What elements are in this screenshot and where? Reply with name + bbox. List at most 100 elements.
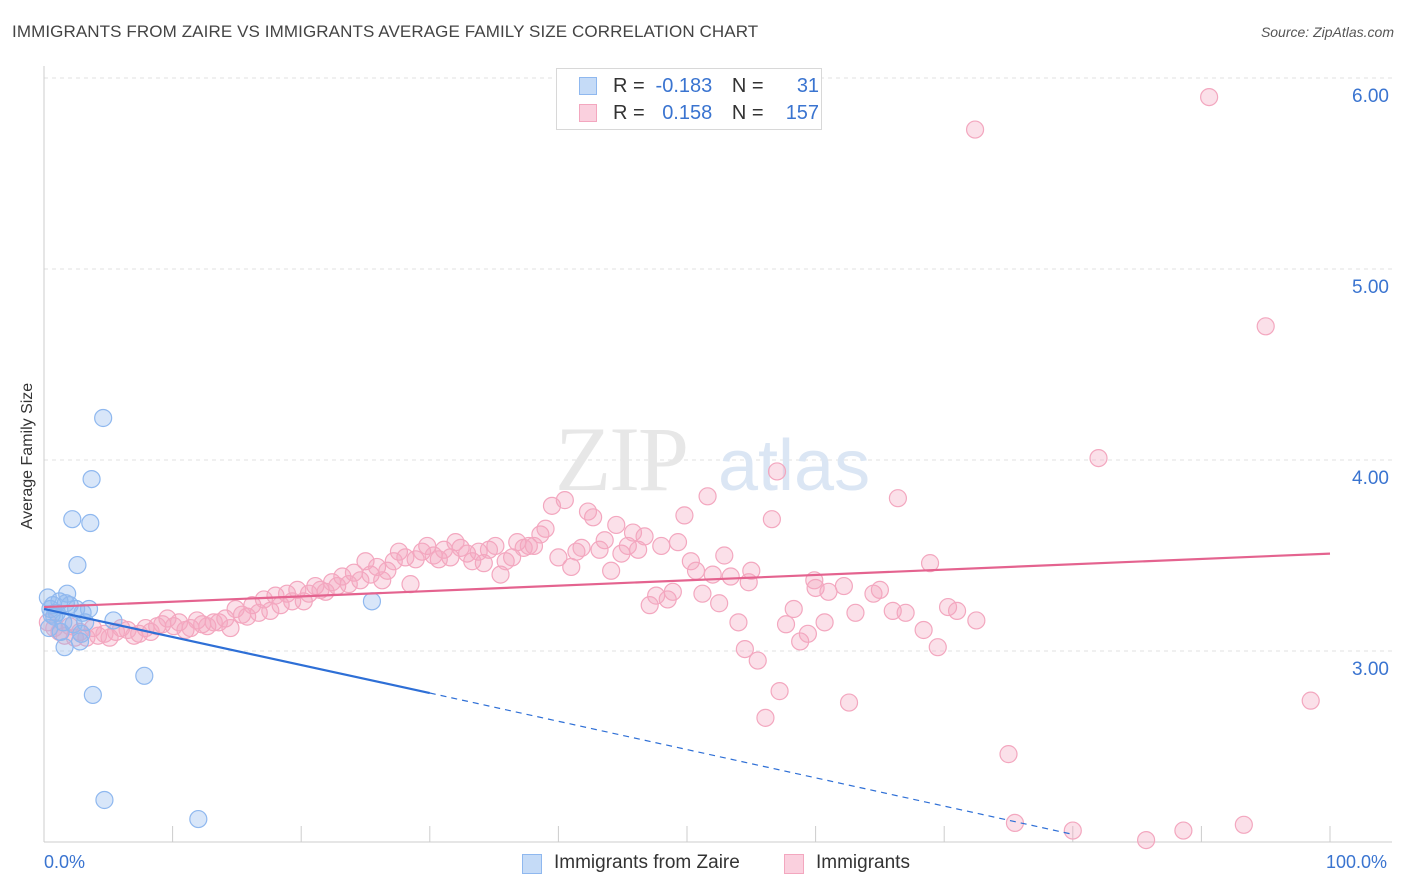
legend-n-label: N = <box>731 75 764 97</box>
immigrants-point <box>406 550 425 569</box>
legend-n-value: 31 <box>796 75 820 97</box>
immigrants-point <box>710 594 729 613</box>
immigrants-point <box>536 519 555 538</box>
immigrants-point <box>742 561 761 580</box>
immigrants-point <box>870 580 890 599</box>
immigrants-point <box>401 575 420 594</box>
legend-swatch-pink <box>579 104 597 122</box>
trend-lines <box>43 552 1331 835</box>
axes <box>43 66 1392 843</box>
immigrants-point <box>652 536 671 556</box>
immigrants-point <box>204 613 223 632</box>
immigrants-point <box>920 554 940 573</box>
zaire-point <box>189 809 208 829</box>
zaire-trend-line <box>43 607 431 695</box>
x-tick-label-min: 0.0% <box>44 852 86 872</box>
immigrants-point <box>578 502 598 521</box>
legend-n-value: 157 <box>785 102 820 124</box>
zaire-trend-extension <box>429 692 1073 835</box>
immigrants-point <box>524 536 544 556</box>
immigrants-point <box>169 613 189 632</box>
immigrants-point <box>914 620 933 640</box>
legend-r-value: -0.183 <box>655 75 713 97</box>
watermark-zip: ZIP <box>555 408 687 510</box>
immigrants-point <box>474 554 493 573</box>
immigrants-point <box>238 607 257 626</box>
legend-swatch-blue <box>579 77 597 95</box>
immigrants-point <box>584 508 603 527</box>
immigrants-point <box>938 597 958 617</box>
immigrants-point <box>590 540 609 559</box>
zaire-point <box>63 510 82 529</box>
y-tick-label: 3.00 <box>1352 659 1389 680</box>
zaire-point <box>94 408 113 428</box>
immigrants-point <box>249 603 268 622</box>
bottom-legend-label: Immigrants <box>816 852 910 873</box>
zaire-point <box>58 584 77 603</box>
x-tick-label-max: 100.0% <box>1326 852 1388 872</box>
immigrants-point <box>888 489 908 508</box>
immigrants-point <box>356 552 375 571</box>
immigrants-point <box>333 567 352 586</box>
immigrants-point <box>555 491 574 510</box>
immigrants-point <box>384 552 403 571</box>
immigrants-point <box>1200 87 1219 107</box>
bottom-legend-swatch-blue <box>522 854 542 874</box>
zaire-point <box>362 592 382 611</box>
immigrants-point <box>618 536 637 556</box>
immigrants-point <box>351 571 370 590</box>
immigrants-point <box>549 548 568 567</box>
immigrants-point <box>770 682 789 701</box>
zaire-point <box>79 599 99 619</box>
immigrants-point <box>1301 691 1320 710</box>
immigrants-point <box>815 613 834 632</box>
immigrants-point <box>999 745 1018 764</box>
immigrants-point <box>288 580 307 599</box>
immigrants-point <box>675 506 694 525</box>
zaire-point <box>95 790 114 810</box>
immigrants-point <box>221 618 240 638</box>
immigrants-point <box>562 557 581 577</box>
legend-r-label: R = <box>613 75 645 97</box>
immigrants-point <box>486 536 505 556</box>
immigrants-point <box>623 523 643 542</box>
immigrants-point <box>663 582 682 601</box>
immigrants-point <box>339 575 358 594</box>
legend-r-label: R = <box>613 102 645 124</box>
immigrants-point <box>721 567 740 586</box>
immigrants-point <box>635 527 654 546</box>
legend-r-value: 0.158 <box>662 102 713 124</box>
immigrants-point <box>1234 815 1253 834</box>
immigrants-point <box>668 533 688 552</box>
immigrants-point <box>373 571 392 590</box>
immigrants-point <box>531 525 550 544</box>
immigrants-point <box>266 586 285 605</box>
zaire-point <box>135 666 154 685</box>
immigrants-point <box>519 536 538 556</box>
immigrants-trend-line <box>43 552 1331 609</box>
watermark-atlas: atlas <box>718 426 870 506</box>
immigrants-point <box>158 609 177 628</box>
immigrants-point <box>429 550 448 569</box>
immigrants-point <box>681 552 700 571</box>
immigrants-point <box>686 561 706 580</box>
zaire-point <box>68 555 87 575</box>
immigrants-point <box>693 584 712 603</box>
immigrants-point <box>243 596 262 615</box>
immigrants-point <box>834 576 853 596</box>
y-tick-label: 5.00 <box>1352 277 1389 298</box>
immigrants-point <box>715 546 734 565</box>
immigrants-point <box>572 538 591 557</box>
immigrants-point <box>1089 448 1108 468</box>
immigrants-point <box>491 565 510 584</box>
zaire-point <box>83 685 102 705</box>
zaire-point <box>81 513 100 533</box>
immigrants-point <box>756 708 775 727</box>
immigrants-point <box>819 582 838 601</box>
immigrants-point <box>595 531 614 550</box>
immigrants-point <box>1174 821 1193 840</box>
immigrants-point <box>776 615 796 634</box>
immigrants-point <box>928 638 947 657</box>
immigrants-point <box>947 601 967 620</box>
immigrants-point <box>784 599 803 619</box>
